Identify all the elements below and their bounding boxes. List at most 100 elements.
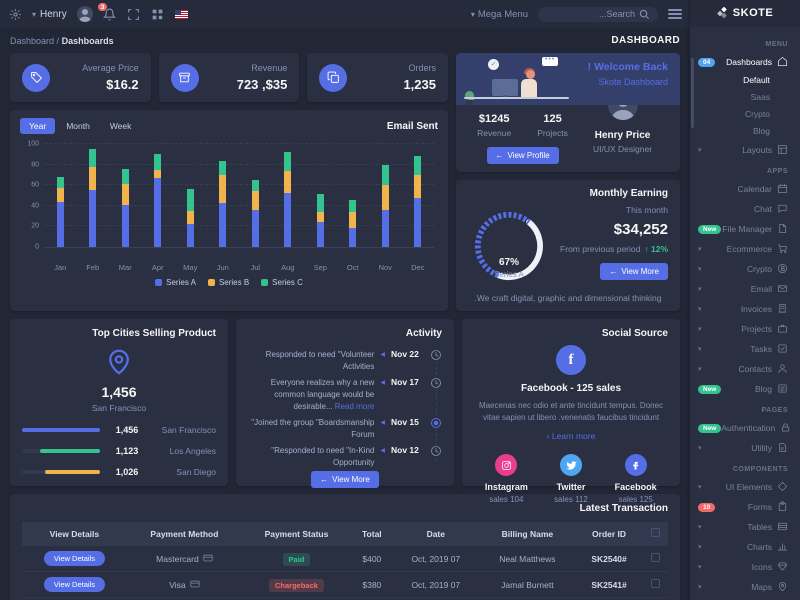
activity-view-more-button[interactable]: ← View More (311, 471, 379, 488)
bar-segment (154, 154, 162, 170)
sidebar-subitem-crypto[interactable]: Crypto (744, 109, 770, 120)
search-box (538, 6, 658, 22)
view-profile-button[interactable]: ← View Profile (486, 147, 559, 164)
speech-bubble-icon: ••• (542, 56, 558, 66)
sidebar-item-contacts[interactable]: ▾ Contacts (690, 359, 800, 379)
page-title: DASHBOARD (611, 35, 680, 46)
facebook-icon: f (556, 345, 586, 375)
stat-label: Revenue (251, 63, 288, 73)
fullscreen-icon[interactable] (127, 7, 141, 21)
sidebar-item-forms[interactable]: 10 Forms (690, 497, 800, 517)
twitter-icon (560, 454, 582, 476)
bar-segment (316, 211, 324, 223)
chevron-down-icon: ▾ (698, 564, 702, 572)
tab-week[interactable]: Week (109, 121, 132, 131)
view-more-button[interactable]: ← View More (600, 263, 668, 280)
sidebar-item-label: Charts (746, 541, 772, 552)
bar-segment (89, 190, 97, 247)
earning-footer-text: .We craft digital, graphic and dimension… (474, 293, 662, 303)
sidebar-item-charts[interactable]: ▾ Charts (690, 537, 800, 557)
utility-icon (777, 442, 788, 453)
network-sales: sales 112 (554, 495, 588, 504)
sidebar-item-icons[interactable]: ▾ Icons (690, 557, 800, 577)
arrow-left-icon: ← (609, 267, 618, 276)
social-network-facebook[interactable]: Facebook sales 125 (603, 454, 668, 504)
view-details-button[interactable]: View Details (43, 551, 105, 566)
user-avatar[interactable] (76, 6, 93, 22)
sidebar-item-invoices[interactable]: ▾ Invoices (690, 299, 800, 319)
sidebar-item-tables[interactable]: ▾ Tables (690, 517, 800, 537)
legend-item: Series C (261, 278, 303, 287)
sidebar-scrollbar[interactable] (691, 58, 694, 128)
learn-more-link[interactable]: ‹ Learn more (546, 431, 596, 441)
menu-toggle-icon[interactable] (668, 9, 682, 19)
sidebar-item-dashboards[interactable]: 04 Dashboards (690, 52, 800, 72)
latest-transaction-title: Latest Transaction (579, 503, 668, 514)
chevron-down-icon: ▾ (698, 326, 702, 334)
welcome-subtitle: Skote Dashboard (598, 77, 668, 87)
sidebar-item-crypto[interactable]: ▾ Crypto (690, 259, 800, 279)
chevron-down-icon: ▾ (32, 9, 37, 19)
sidebar-subitem-blog[interactable]: Blog (752, 126, 770, 137)
chevron-down-icon: ▾ (698, 346, 702, 354)
row-checkbox[interactable] (650, 553, 660, 562)
welcome-banner: ✓ ••• ! Welcome Back Skote Dashboard (456, 53, 680, 105)
language-flag-icon[interactable] (174, 9, 188, 19)
search-input[interactable] (546, 9, 635, 19)
apps-grid-icon[interactable] (151, 7, 165, 21)
bar-segment (349, 212, 357, 229)
chevron-down-icon: ▾ (698, 445, 702, 453)
arrow-left-bullet-icon: ◀ (380, 448, 385, 454)
sidebar-item-ecommerce[interactable]: ▾ Ecommerce (690, 239, 800, 259)
bar-segment (219, 160, 227, 175)
bar-segment (316, 222, 324, 247)
social-network-instagram[interactable]: Instagram sales 104 (474, 454, 539, 504)
copy-icon (319, 63, 348, 92)
settings-gear-icon[interactable] (8, 7, 22, 21)
sidebar-subitem-default[interactable]: Default (743, 75, 770, 86)
sidebar-item-chat[interactable]: Chat (690, 199, 800, 219)
mega-menu-button[interactable]: ▾ Mega Menu (471, 9, 528, 20)
city-progress-bar (22, 449, 100, 453)
sidebar-item-file-manager[interactable]: New File Manager (690, 219, 800, 239)
top-cities-card: Top Cities Selling Product 1,456 San Fra… (10, 319, 228, 486)
row-checkbox[interactable] (650, 579, 660, 588)
sidebar-subitem-saas[interactable]: Saas (750, 92, 770, 103)
stat-value: 723 ,$35 (236, 77, 288, 92)
tab-year[interactable]: Year (20, 118, 56, 134)
sidebar-item-calendar[interactable]: Calendar (690, 179, 800, 199)
social-network-twitter[interactable]: Twitter sales 112 (539, 454, 604, 504)
sidebar-item-maps[interactable]: ▾ Maps (690, 577, 800, 597)
view-details-button[interactable]: View Details (43, 577, 105, 592)
sidebar-item-authentication[interactable]: New Authentication (690, 418, 800, 438)
read-more-link[interactable]: Read more (334, 402, 375, 411)
sidebar-item-label: Invoices (740, 303, 772, 314)
stat-label: Average Price (82, 63, 139, 73)
legend-item: Series A (155, 278, 196, 287)
column-header: Date (392, 522, 479, 546)
sidebar-item-ui-elements[interactable]: ▾ UI Elements (690, 477, 800, 497)
sidebar-item-blog[interactable]: New Blog (690, 379, 800, 399)
bar-segment (349, 228, 357, 247)
sidebar-item-email[interactable]: ▾ Email (690, 279, 800, 299)
notifications-bell-icon[interactable]: 3 (97, 3, 117, 21)
user-menu[interactable]: ▾ Henry (32, 9, 67, 20)
activity-item: Responded to need "Volunteer Activities … (248, 349, 442, 373)
map-icon (777, 581, 788, 592)
sidebar-item-layouts[interactable]: ▾ Layouts (690, 140, 800, 160)
column-header: Order ID (576, 522, 642, 546)
sidebar-item-utility[interactable]: ▾ Utility (690, 438, 800, 458)
bar-segment (381, 185, 389, 210)
email-sent-title: Email Sent (386, 120, 438, 132)
breadcrumb-parent[interactable]: Dashboard (10, 35, 55, 46)
sidebar-item-tasks[interactable]: ▾ Tasks (690, 339, 800, 359)
select-all-checkbox[interactable] (650, 528, 660, 537)
sidebar-item-projects[interactable]: ▾ Projects (690, 319, 800, 339)
nav-badge: New (698, 424, 722, 434)
nav-badge: New (698, 385, 722, 395)
stat-card-average-price: Average Price $16.2 (10, 53, 151, 102)
brand-logo[interactable]: SKOTE (690, 0, 800, 27)
sidebar-item-label: Forms (747, 501, 772, 512)
payment-method: Visa (169, 579, 200, 591)
tab-month[interactable]: Month (66, 121, 90, 131)
